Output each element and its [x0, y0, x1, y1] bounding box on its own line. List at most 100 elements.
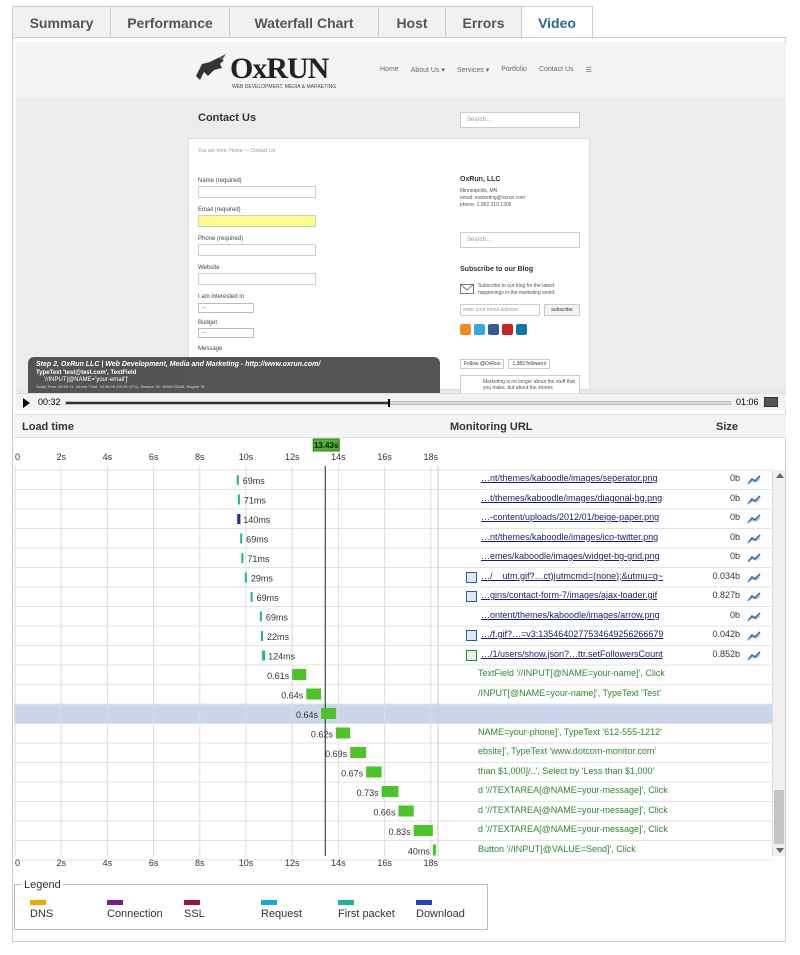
- trend-chart-icon[interactable]: [747, 611, 761, 622]
- tab-video[interactable]: Video: [521, 6, 593, 39]
- overlay-target: '//INPUT[@NAME='your-email']': [44, 377, 129, 383]
- monitoring-url-link[interactable]: …ontent/themes/kaboodle/images/arrow.png: [481, 609, 660, 620]
- nav-contact: Contact Us: [538, 66, 574, 73]
- website-label: Website: [198, 265, 220, 271]
- trend-chart-icon[interactable]: [747, 650, 761, 661]
- email-field: [198, 215, 316, 227]
- load-time-header: Load time: [22, 421, 74, 433]
- legend-swatch: [416, 900, 432, 905]
- scroll-up-icon[interactable]: [776, 473, 784, 478]
- play-icon[interactable]: [23, 398, 30, 408]
- nav-portfolio: Portfolio: [501, 66, 527, 73]
- size-value: 0.852b: [712, 648, 740, 659]
- size-value: 0b: [729, 609, 740, 620]
- tab-panel: [12, 37, 786, 942]
- scroll-thumb[interactable]: [774, 790, 784, 844]
- interest-select: --: [198, 303, 254, 313]
- trend-chart-icon[interactable]: [747, 631, 761, 641]
- legend-label: SSL: [184, 908, 205, 920]
- trend-chart-icon[interactable]: [747, 533, 761, 544]
- logo-tagline: WEB DEVELOPMENT, MEDIA & MARKETING: [232, 84, 337, 90]
- rss-social-icon: [460, 324, 471, 335]
- legend-label: Connection: [107, 908, 163, 920]
- waterfall-scrollbar[interactable]: [772, 470, 785, 856]
- tweet-box: Marketing is no longer about the stuff t…: [460, 375, 580, 395]
- linkedin-icon: [516, 324, 527, 335]
- legend-swatch: [107, 900, 123, 905]
- monitoring-url-link[interactable]: …/f.gif?…=v3:1354640277534649256266679: [481, 629, 664, 639]
- follow-button: Follow @OxRun: [460, 359, 505, 369]
- monitoring-url-header: Monitoring URL: [450, 421, 533, 433]
- trend-chart-icon[interactable]: [747, 514, 761, 524]
- monitoring-url-link[interactable]: …nt/themes/kaboodle/images/seperator.png: [481, 473, 658, 483]
- social-icons: [460, 324, 527, 335]
- message-label: Message: [198, 346, 223, 352]
- tab-performance[interactable]: Performance: [110, 6, 230, 38]
- subscribe-row: enter your email address subscribe: [460, 304, 580, 316]
- subscribe-button: subscribe: [544, 304, 580, 316]
- monitoring-url-link[interactable]: …/__utm.gif?…ct)|utmcmd=(none);&utmu=q~: [481, 570, 664, 581]
- trend-chart-icon[interactable]: [747, 475, 761, 485]
- tab-summary[interactable]: Summary: [12, 6, 111, 38]
- trend-chart-icon[interactable]: [747, 592, 761, 602]
- legend-label: Request: [261, 908, 302, 920]
- image-file-icon: [466, 630, 477, 641]
- legend-swatch: [30, 900, 46, 905]
- size-value: 0b: [729, 531, 740, 542]
- trend-chart-icon[interactable]: [747, 553, 761, 563]
- monitoring-url-link[interactable]: …gins/contact-form-7/images/ajax-loader.…: [481, 590, 658, 600]
- trend-chart-icon[interactable]: [747, 494, 761, 505]
- step-action-text: ebsite]', TypeText 'www.dotcom-monitor.c…: [478, 746, 657, 756]
- phone-label: Phone (required): [198, 236, 244, 242]
- site-search: Search...: [460, 112, 580, 128]
- trend-chart-icon[interactable]: [747, 572, 761, 583]
- facebook-icon: [488, 324, 499, 335]
- envelope-icon: [460, 284, 474, 294]
- legend-swatch: [338, 900, 354, 905]
- step-action-text: than $1,000]/..', Select by 'Less than $…: [478, 765, 655, 776]
- budget-label: Budget: [198, 320, 218, 326]
- nav-services: Services ▾: [456, 67, 490, 74]
- size-value: 0b: [729, 512, 740, 522]
- monitoring-url-link[interactable]: …t/themes/kaboodle/images/diagonal-bg.pn…: [481, 492, 663, 503]
- site-nav: Home About Us ▾ Services ▾ Portfolio Con…: [380, 66, 592, 74]
- step-action-text: NAME=your-email]', TypeText 'test@test.c…: [478, 707, 660, 717]
- monitoring-url-link[interactable]: …emes/kaboodle/images/widget-bg-grid.png: [481, 551, 660, 561]
- subscribe-text: Subscribe to our blog for the latest hap…: [478, 283, 556, 296]
- budget-select: --: [198, 328, 254, 338]
- interest-label: I am interested in: [198, 294, 245, 300]
- monitoring-url-link[interactable]: …nt/themes/kaboodle/images/ico-twitter.p…: [481, 531, 659, 542]
- size-value: 0.034b: [712, 570, 740, 581]
- logo-text: OxRUN: [230, 52, 329, 85]
- fullscreen-icon[interactable]: [764, 397, 778, 407]
- seek-handle[interactable]: [388, 399, 391, 407]
- size-value: 0.827b: [712, 590, 740, 600]
- legend-label: Download: [416, 908, 465, 920]
- size-value: 0b: [729, 492, 740, 503]
- step-overlay: Step 2, OxRun LLC | Web Development, Med…: [28, 357, 440, 393]
- seek-bar[interactable]: [65, 399, 731, 407]
- phone-field: [198, 244, 316, 256]
- scroll-down-icon[interactable]: [776, 848, 784, 853]
- site-logo: OxRUN WEB DEVELOPMENT, MEDIA & MARKETING: [192, 50, 336, 90]
- legend-label: DNS: [30, 908, 54, 920]
- tab-errors[interactable]: Errors: [445, 6, 522, 38]
- content-card: [188, 138, 590, 390]
- website-field: [198, 273, 316, 285]
- tab-waterfall-chart[interactable]: Waterfall Chart: [229, 6, 379, 38]
- current-time: 00:32: [38, 397, 61, 407]
- step-action-text: NAME=your-phone]', TypeText '612-555-121…: [478, 726, 662, 737]
- twitter-icon: [474, 324, 485, 335]
- waterfall-header: Load time Monitoring URL Size: [14, 414, 786, 438]
- step-action-text: Button '//INPUT[@VALUE=Send]', Click: [478, 843, 636, 854]
- video-player[interactable]: OxRUN WEB DEVELOPMENT, MEDIA & MARKETING…: [16, 42, 786, 410]
- legend-title: Legend: [22, 879, 63, 891]
- monitoring-url-link[interactable]: …/1/users/show.json?…ttr.setFollowersCou…: [481, 648, 663, 659]
- player-controls: 00:32 01:06: [16, 393, 786, 410]
- company-address: Minneapolis, MN email: marketing@oxrun.c…: [460, 188, 526, 208]
- legend: [14, 884, 488, 930]
- step-action-text: /INPUT[@NAME=your-name]', TypeText 'Test…: [478, 687, 661, 698]
- tab-host[interactable]: Host: [378, 6, 446, 38]
- monitoring-url-link[interactable]: …-content/uploads/2012/01/beige-paper.pn…: [481, 512, 660, 522]
- bull-icon: [196, 54, 226, 80]
